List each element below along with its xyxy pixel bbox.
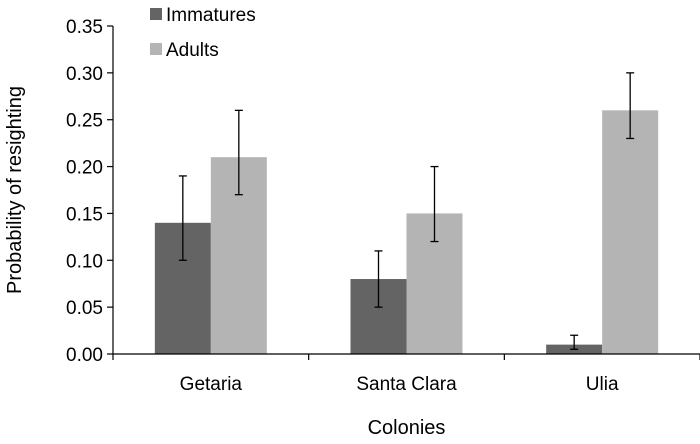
y-tick-label: 0.10 [66, 251, 103, 272]
x-category-label: Santa Clara [356, 374, 457, 395]
y-tick-label: 0.25 [66, 111, 103, 132]
y-tick-label: 0.35 [66, 17, 103, 38]
y-tick-label: 0.15 [66, 204, 103, 225]
y-tick-label: 0.20 [66, 158, 103, 179]
bar-adults-ulia [602, 110, 659, 354]
error-bar [178, 175, 187, 261]
error-bar [570, 334, 579, 350]
x-category-label: Ulia [586, 374, 619, 395]
y-axis-title: Probability of resighting [4, 86, 26, 294]
legend-swatch [150, 43, 162, 55]
y-tick-label: 0.00 [66, 345, 103, 366]
x-category-label: Getaria [180, 374, 243, 395]
error-bar [234, 109, 243, 196]
legend-swatch [150, 8, 162, 20]
legend-label: Immatures [166, 5, 256, 26]
y-tick-label: 0.05 [66, 298, 103, 319]
x-axis-ticks [112, 354, 700, 360]
error-bar [626, 72, 635, 140]
x-axis-title: Colonies [368, 417, 446, 439]
error-bar [374, 250, 383, 308]
legend-label: Adults [166, 40, 219, 61]
x-axis-category-labels: Getaria Santa Clara Ulia [180, 374, 619, 395]
bars [154, 110, 659, 354]
error-bar [430, 165, 439, 243]
error-bars [178, 72, 635, 350]
y-axis-ticks: 0.00 0.05 0.10 0.15 0.20 0.25 0.30 0.35 [66, 17, 113, 366]
legend: Immatures Adults [150, 5, 256, 61]
y-tick-label: 0.30 [66, 64, 103, 85]
